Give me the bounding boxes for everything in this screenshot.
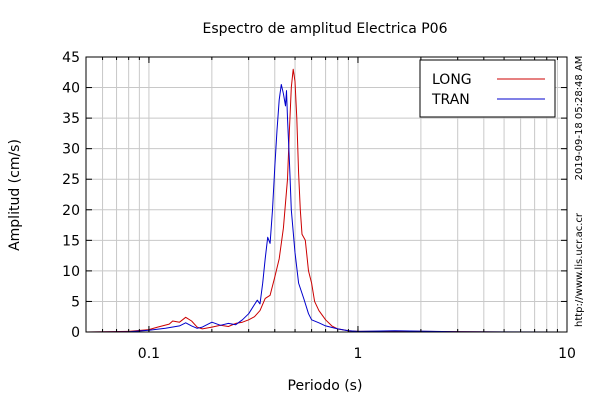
chart-title: Espectro de amplitud Electrica P06 <box>203 21 448 37</box>
y-tick-label: 40 <box>62 81 80 97</box>
ticks-layer: 0 5 10 15 20 25 30 35 40 45 0.1 1 10 <box>62 50 576 362</box>
y-tick-label: 35 <box>62 111 80 127</box>
y-tick-label: 30 <box>62 142 80 158</box>
x-tick-label: 0.1 <box>138 346 160 362</box>
source-url-text: http://www.lis.ucr.ac.cr <box>574 212 585 327</box>
plot-frame <box>85 56 568 333</box>
legend-label-long: LONG <box>432 72 472 88</box>
legend-label-tran: TRAN <box>431 92 470 108</box>
y-tick-label: 5 <box>71 294 80 310</box>
y-tick-label: 0 <box>71 325 80 341</box>
series-line-tran <box>85 84 568 333</box>
x-tick-label: 10 <box>558 346 576 362</box>
series-line-long <box>85 68 567 333</box>
y-tick-label: 45 <box>62 50 80 66</box>
y-tick-label: 10 <box>62 264 80 280</box>
legend: LONG TRAN <box>419 59 556 118</box>
y-tick-label: 20 <box>62 203 80 219</box>
y-tick-label: 15 <box>62 233 80 249</box>
x-axis-label: Periodo (s) <box>288 378 363 394</box>
timestamp-text: 2019-09-18 05:28:48 AM <box>574 56 585 181</box>
y-tick-label: 25 <box>62 172 80 188</box>
x-tick-label: 1 <box>354 346 363 362</box>
grid-layer <box>86 57 567 332</box>
series-layer <box>85 68 568 333</box>
y-axis-label: Amplitud (cm/s) <box>7 139 23 251</box>
legend-box <box>419 59 556 118</box>
